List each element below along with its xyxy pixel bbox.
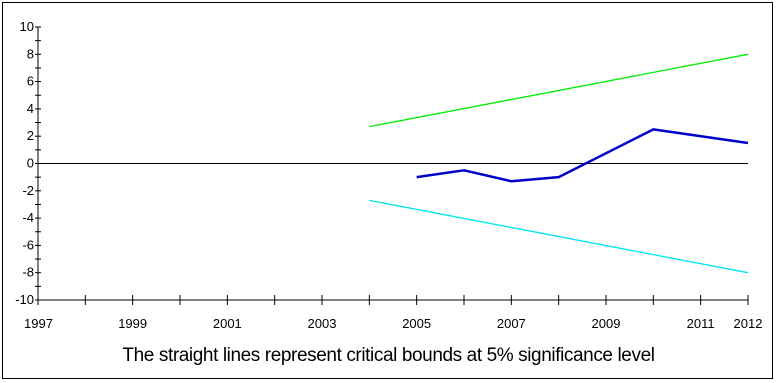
x-tick-label: 2011 (687, 316, 715, 331)
y-tick-label: -6 (22, 237, 34, 252)
upper-bound-line (369, 53, 749, 128)
x-tick-label: 2005 (402, 316, 431, 331)
y-tick-label: -4 (22, 210, 34, 225)
y-tick-label: 10 (20, 19, 34, 34)
y-tick-label: 8 (27, 46, 34, 61)
x-tick-label: 1999 (118, 316, 147, 331)
y-tick-label: 6 (27, 74, 34, 89)
x-tick-label: 2012 (734, 316, 763, 331)
y-tick-label: 0 (27, 156, 34, 171)
chart-frame (2, 2, 773, 379)
y-tick-label: 4 (27, 101, 34, 116)
chart-footnote: The straight lines represent critical bo… (122, 345, 655, 366)
y-tick-label: -10 (15, 292, 34, 307)
x-tick-label: 2001 (213, 316, 242, 331)
y-tick-label: 2 (27, 128, 34, 143)
x-tick-label: 1997 (24, 316, 53, 331)
x-tick-label: 2009 (592, 316, 621, 331)
y-tick-label: -2 (22, 183, 34, 198)
x-tick-label: 2007 (497, 316, 526, 331)
cusum-series-line (416, 128, 749, 183)
x-tick-label: 2003 (308, 316, 337, 331)
y-tick-label: -8 (22, 265, 34, 280)
lower-bound-line (369, 199, 749, 274)
